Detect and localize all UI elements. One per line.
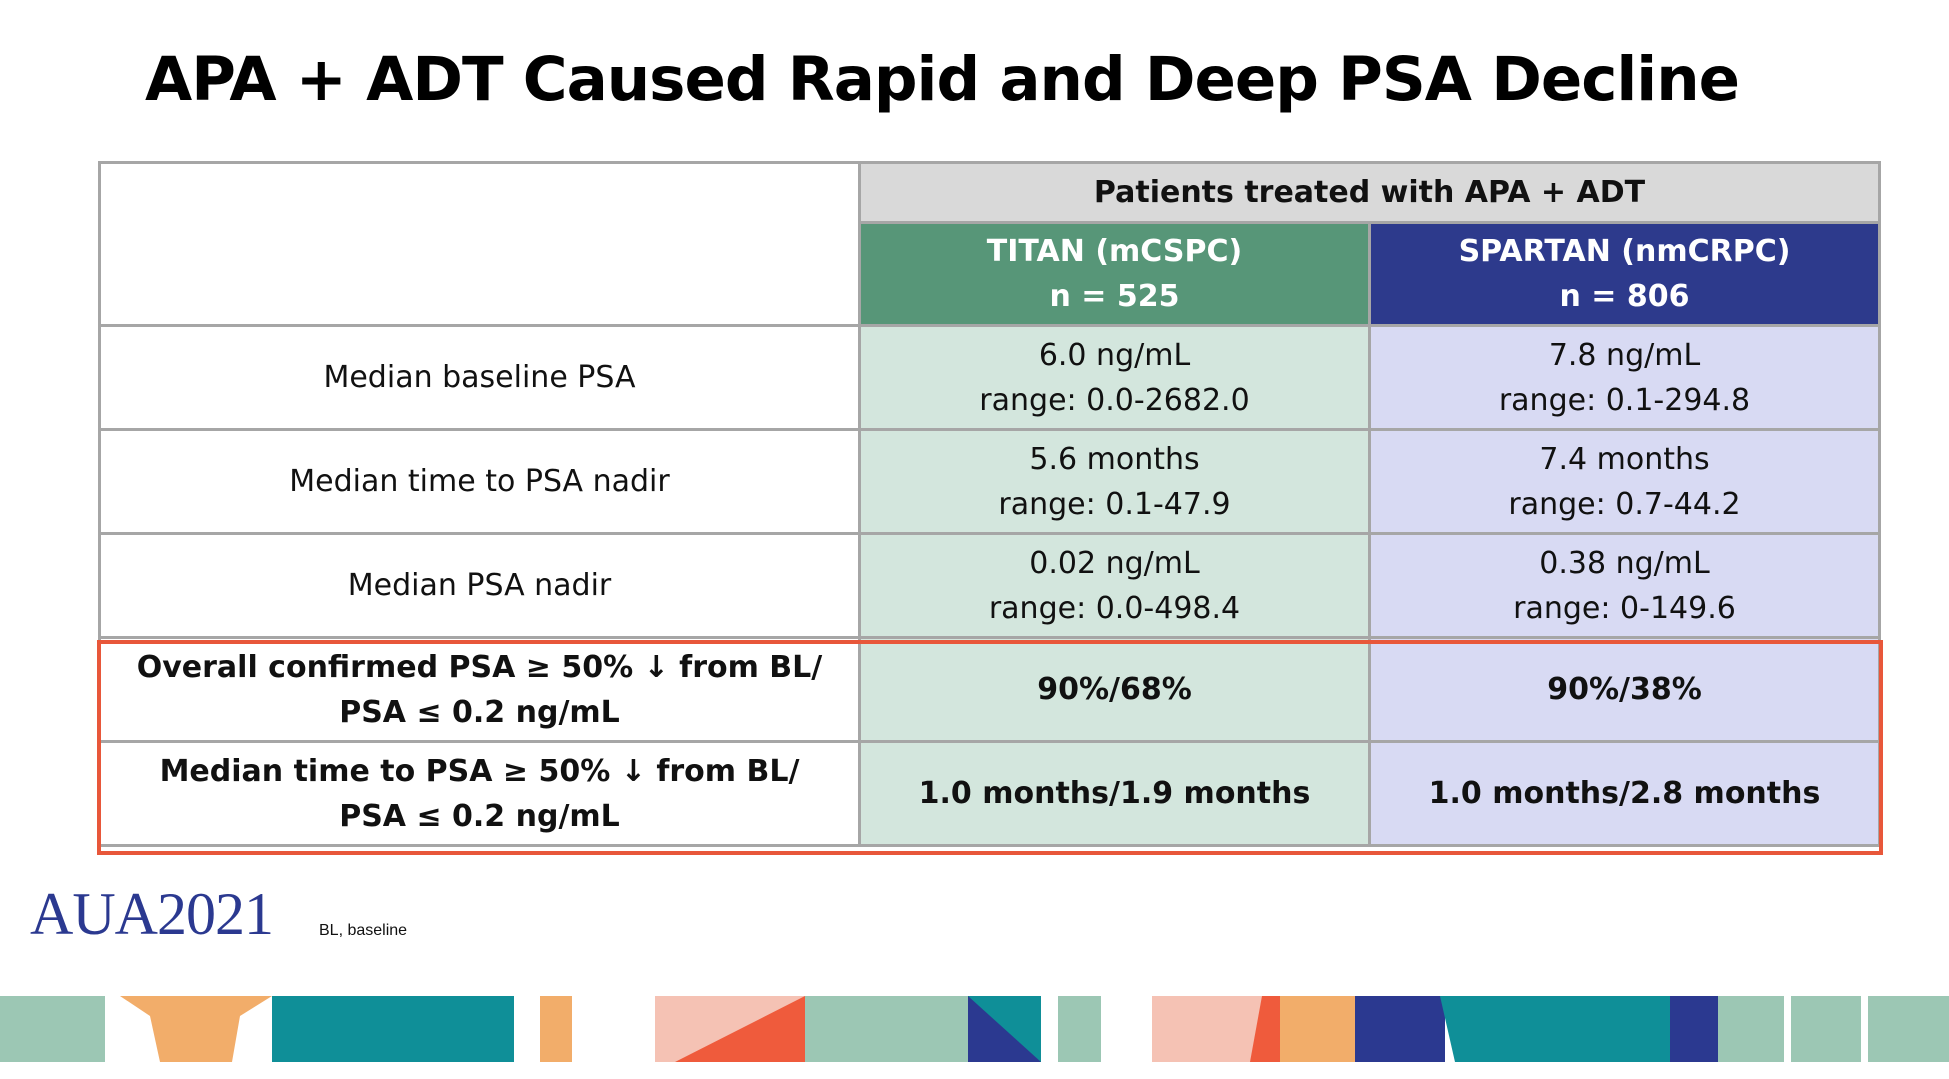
- spartan-value-main: 0.38 ng/mL: [1539, 545, 1710, 581]
- decorative-banner: [0, 996, 1949, 1079]
- row-label-text: Median baseline PSA: [323, 360, 636, 395]
- row-label-text: Median time to PSA ≥ 50% ↓ from BL/: [159, 753, 800, 789]
- titan-column-header: TITAN (mCSPC) n = 525: [858, 221, 1371, 327]
- row-label-text: Median time to PSA nadir: [289, 464, 670, 499]
- spartan-value-main: 7.8 ng/mL: [1548, 337, 1701, 373]
- titan-value: 90%/68%: [858, 636, 1371, 743]
- titan-value-range: range: 0.0-2682.0: [979, 382, 1250, 418]
- row-label-text: PSA ≤ 0.2 ng/mL: [339, 798, 620, 834]
- spartan-value-main: 7.4 months: [1539, 441, 1710, 477]
- spartan-column-name: SPARTAN (nmCRPC): [1458, 234, 1791, 269]
- spartan-column-n: n = 806: [1559, 279, 1690, 314]
- table-row-highlighted: Overall confirmed PSA ≥ 50% ↓ from BL/ P…: [98, 636, 1881, 743]
- spartan-value: 7.4 months range: 0.7-44.2: [1368, 428, 1881, 535]
- titan-value-main: 5.6 months: [1029, 441, 1200, 477]
- slide-title: APA + ADT Caused Rapid and Deep PSA Decl…: [145, 44, 1740, 115]
- titan-value-main: 1.0 months/1.9 months: [918, 776, 1311, 811]
- spartan-value-main: 1.0 months/2.8 months: [1428, 776, 1821, 811]
- psa-results-table: Patients treated with APA + ADT TITAN (m…: [98, 161, 1881, 847]
- titan-value-main: 0.02 ng/mL: [1029, 545, 1200, 581]
- spartan-column-header: SPARTAN (nmCRPC) n = 806: [1368, 221, 1881, 327]
- titan-column-n: n = 525: [1049, 279, 1180, 314]
- titan-value-main: 90%/68%: [1037, 672, 1192, 707]
- row-label-text: Median PSA nadir: [347, 568, 612, 603]
- titan-value-range: range: 0.1-47.9: [998, 486, 1231, 522]
- spartan-value-range: range: 0.1-294.8: [1498, 382, 1751, 418]
- spartan-value: 0.38 ng/mL range: 0-149.6: [1368, 532, 1881, 639]
- row-label: Median baseline PSA: [98, 324, 861, 431]
- titan-value: 1.0 months/1.9 months: [858, 740, 1371, 847]
- titan-value-main: 6.0 ng/mL: [1038, 337, 1191, 373]
- row-label: Median time to PSA nadir: [98, 428, 861, 535]
- table-row-highlighted: Median time to PSA ≥ 50% ↓ from BL/ PSA …: [98, 740, 1881, 847]
- titan-column-name: TITAN (mCSPC): [986, 234, 1243, 269]
- table-corner-cell: [98, 161, 861, 327]
- spartan-value: 90%/38%: [1368, 636, 1881, 743]
- footnote: BL, baseline: [319, 922, 408, 939]
- row-label: Median PSA nadir: [98, 532, 861, 639]
- titan-value: 5.6 months range: 0.1-47.9: [858, 428, 1371, 535]
- table-subheader-row: TITAN (mCSPC) n = 525 SPARTAN (nmCRPC) n…: [100, 221, 1881, 327]
- table-row: Median time to PSA nadir 5.6 months rang…: [98, 428, 1881, 535]
- titan-value: 0.02 ng/mL range: 0.0-498.4: [858, 532, 1371, 639]
- table-row: Median baseline PSA 6.0 ng/mL range: 0.0…: [98, 324, 1881, 431]
- row-label: Overall confirmed PSA ≥ 50% ↓ from BL/ P…: [98, 636, 861, 743]
- spartan-value-main: 90%/38%: [1547, 672, 1702, 707]
- row-label: Median time to PSA ≥ 50% ↓ from BL/ PSA …: [98, 740, 861, 847]
- row-label-text: PSA ≤ 0.2 ng/mL: [339, 694, 620, 730]
- spartan-value: 1.0 months/2.8 months: [1368, 740, 1881, 847]
- spartan-value-range: range: 0.7-44.2: [1508, 486, 1741, 522]
- table-header-row: Patients treated with APA + ADT: [98, 161, 1881, 327]
- group-header: Patients treated with APA + ADT: [858, 161, 1881, 224]
- titan-value: 6.0 ng/mL range: 0.0-2682.0: [858, 324, 1371, 431]
- row-label-text: Overall confirmed PSA ≥ 50% ↓ from BL/: [136, 649, 823, 685]
- spartan-value-range: range: 0-149.6: [1513, 590, 1736, 626]
- spartan-value: 7.8 ng/mL range: 0.1-294.8: [1368, 324, 1881, 431]
- table-row: Median PSA nadir 0.02 ng/mL range: 0.0-4…: [98, 532, 1881, 639]
- titan-value-range: range: 0.0-498.4: [988, 590, 1241, 626]
- aua-2021-logo: AUA2021: [30, 881, 274, 947]
- banner-shapes: [0, 996, 1949, 1062]
